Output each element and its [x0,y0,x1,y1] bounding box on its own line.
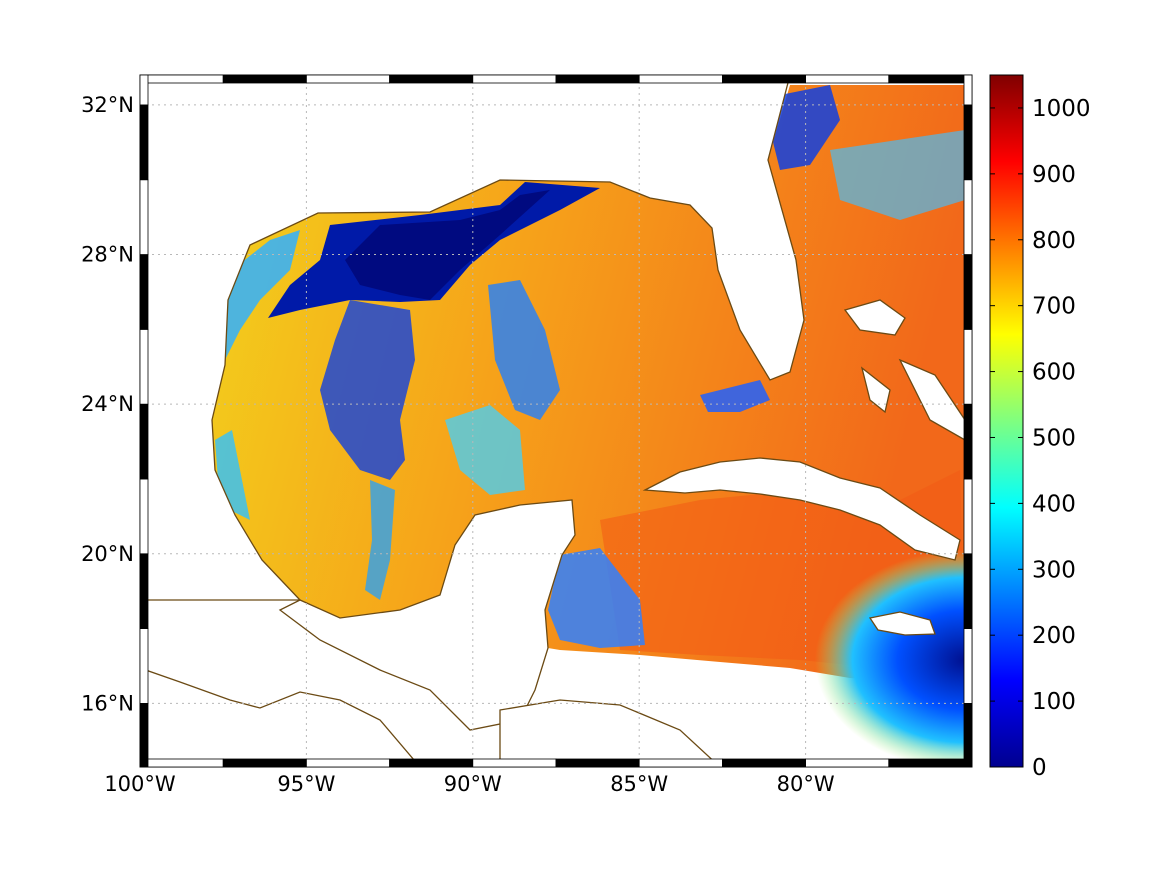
frame-segment-top [722,74,807,84]
coastlines [140,75,966,767]
colorbar-tick-label: 1000 [1032,96,1091,122]
land-bahamas [843,299,966,442]
frame-segment-right [963,553,973,629]
frame-segment-bottom [722,758,807,768]
frame-segment-right [963,703,973,768]
frame-segment-left [139,104,149,181]
colorbar-tick-label: 800 [1032,228,1076,254]
colorbar-tick-label: 400 [1032,491,1076,517]
frame-segment-bottom [472,758,557,768]
frame-segment-top [139,74,224,84]
lat-tick-label: 24°N [81,392,134,416]
frame-segment-bottom [139,758,224,768]
lon-tick-label: 95°W [277,772,335,796]
gridlines [140,75,972,767]
frame-segment-right [963,628,973,704]
low-streak-center-b [365,480,395,600]
frame-segment-bottom [555,758,640,768]
lat-tick-label: 16°N [81,691,134,715]
frame-segment-right [963,74,973,106]
low-patch-yucatan [548,548,645,648]
land-central-america [499,699,721,767]
lon-tick-label: 80°W [777,772,835,796]
colorbar-tick-label: 100 [1032,689,1076,715]
lon-tick-label: 90°W [444,772,502,796]
frame-segment-bottom [805,758,890,768]
frame-segment-top [638,74,723,84]
low-patch-eddy [488,280,560,420]
frame-segment-top [305,74,390,84]
frame-segment-top [222,74,307,84]
land-mexico [140,499,576,767]
lon-tick-label: 100°W [104,772,176,796]
frame-segment-top [805,74,890,84]
frame-segment-top [555,74,640,84]
frame-segment-bottom [305,758,390,768]
frame-segment-bottom [389,758,474,768]
frame-segment-left [139,328,149,405]
frame-segment-left [139,403,149,480]
frame-segment-left [139,478,149,555]
frame-segment-right [963,179,973,255]
lat-tick-label: 20°N [81,542,134,566]
frame-border [139,74,973,768]
colorbar-tick-label: 0 [1032,755,1047,781]
frame-segment-bottom [888,758,973,768]
frame-segment-top [389,74,474,84]
frame-segment-right [963,104,973,181]
colorbar [989,74,1024,768]
colorbar-tick-label: 500 [1032,425,1076,451]
frame-segment-left [139,179,149,255]
frame-segment-left [139,254,149,330]
latitude-tick-labels: 16°N 20°N 24°N 28°N 32°N [81,93,134,715]
land-us-gulf-coast [140,75,805,601]
colorbar-tick-label: 900 [1032,162,1076,188]
frame-segment-left [139,553,149,629]
low-patch-atlantic [770,85,840,170]
frame-segment-right [963,403,973,480]
map-data-layer [140,75,972,767]
land-cuba [642,457,961,561]
lon-tick-label: 85°W [610,772,668,796]
low-patch-west-2 [215,430,250,520]
frame-segment-right [963,254,973,330]
colorbar-ticks: 0 100 200 300 400 500 600 700 800 900 1000 [990,96,1091,781]
frame-segment-bottom [638,758,723,768]
low-patch-eddy-b [445,405,525,495]
colorbar-tick-label: 300 [1032,557,1076,583]
frame-segment-right [963,478,973,555]
frame-segment-left [139,703,149,768]
colorbar-tick-label: 600 [1032,360,1076,386]
frame-segment-top [472,74,557,84]
lat-tick-label: 28°N [81,243,134,267]
low-patch-inner [345,190,550,300]
land-jamaica [868,611,936,636]
frame-segment-bottom [222,758,307,768]
lat-tick-label: 32°N [81,93,134,117]
frame-segment-right [963,328,973,405]
colorbar-tick-label: 700 [1032,294,1076,320]
cold-patch-se [815,550,972,767]
frame-segment-top [888,74,973,84]
low-streak-center [320,300,415,480]
low-patch-atlantic-b [830,130,965,220]
frame-segment-left [139,628,149,704]
frame-segment-left [139,74,149,106]
colorbar-tick-label: 200 [1032,623,1076,649]
longitude-tick-labels: 100°W 95°W 90°W 85°W 80°W [104,772,835,796]
